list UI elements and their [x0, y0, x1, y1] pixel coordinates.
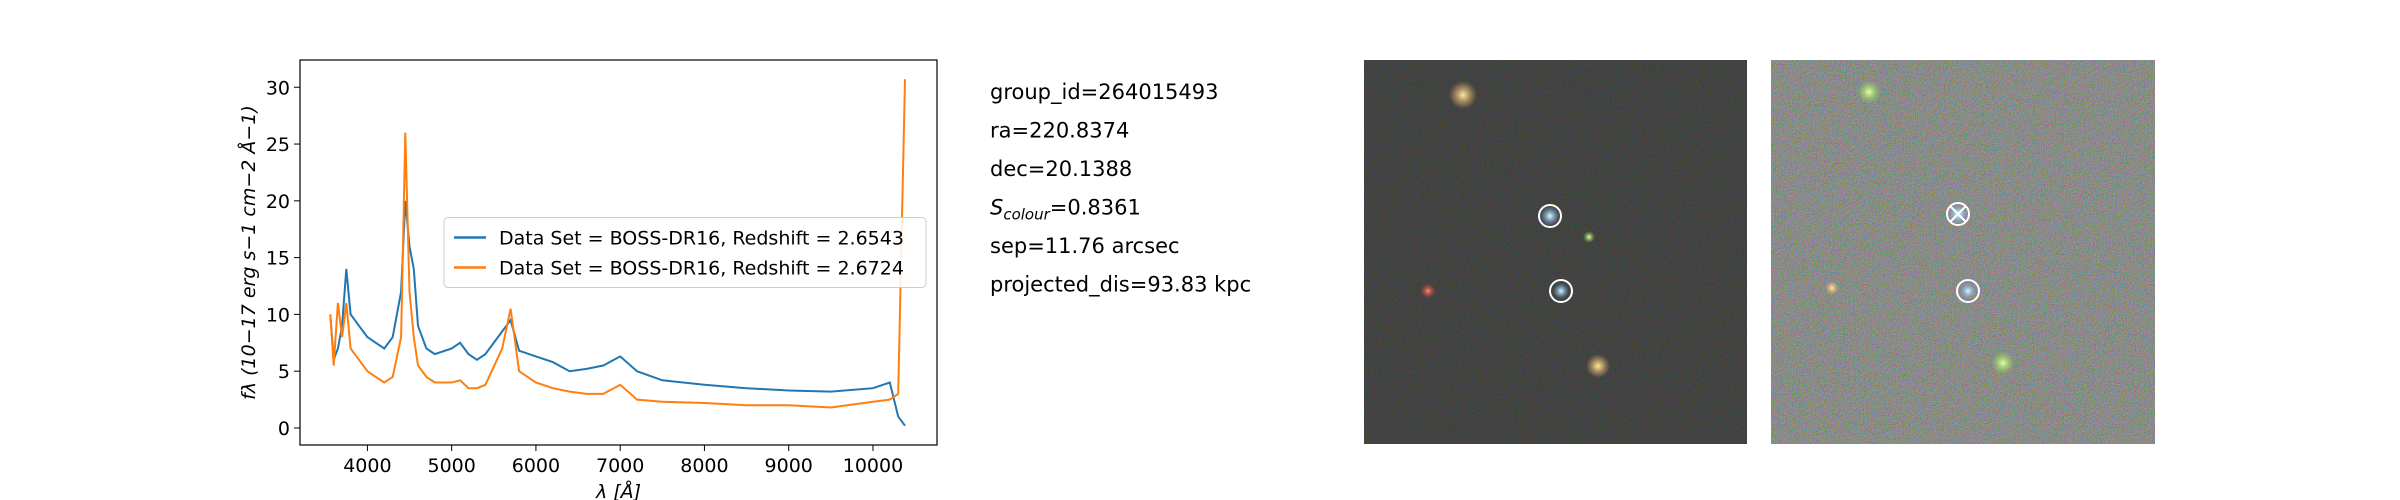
x-tick-label: 10000 [843, 455, 903, 477]
series-line [329, 200, 906, 427]
info-line: projected_dis=93.83 kpc [990, 273, 1251, 298]
image-noise [1364, 60, 1747, 444]
x-tick-label: 6000 [512, 455, 560, 477]
image-panel-2 [1771, 60, 2155, 444]
info-line: Scolour=0.8361 [990, 196, 1141, 224]
x-axis-label: λ [Å] [595, 480, 641, 500]
x-tick-label: 8000 [680, 455, 728, 477]
star [1586, 354, 1610, 378]
star [1553, 283, 1569, 299]
target-marker [1956, 279, 1980, 303]
y-tick-label: 15 [266, 248, 290, 270]
star [1991, 351, 2015, 375]
info-line: dec=20.1388 [990, 157, 1132, 181]
y-tick-label: 20 [266, 191, 290, 213]
target-marker [1538, 204, 1562, 228]
x-tick-label: 5000 [427, 455, 475, 477]
x-tick-label: 9000 [765, 455, 813, 477]
series-line [329, 79, 906, 409]
y-tick-label: 25 [266, 134, 290, 156]
x-tick-label: 7000 [596, 455, 644, 477]
legend-label: Data Set = BOSS-DR16, Redshift = 2.6724 [499, 258, 904, 280]
star [1449, 81, 1477, 109]
y-tick-label: 10 [266, 304, 290, 326]
star [1825, 281, 1839, 295]
y-tick-label: 30 [266, 77, 290, 99]
info-line: ra=220.8374 [990, 119, 1129, 143]
legend: Data Set = BOSS-DR16, Redshift = 2.6543 D… [443, 217, 927, 288]
star [1857, 80, 1881, 104]
cross-marker [1949, 205, 1967, 223]
x-tick-label: 4000 [343, 455, 391, 477]
target-marker [1946, 202, 1970, 226]
legend-label: Data Set = BOSS-DR16, Redshift = 2.6543 [499, 228, 904, 250]
y-tick-label: 5 [278, 361, 290, 383]
star [1420, 283, 1436, 299]
image-noise [1771, 60, 2155, 444]
image-panel-1 [1364, 60, 1747, 444]
star [1960, 283, 1976, 299]
legend-box [443, 217, 927, 288]
info-line: sep=11.76 arcsec [990, 234, 1180, 258]
colour-subscript: colour [1003, 206, 1050, 224]
plot-frame [299, 59, 938, 446]
y-axis-label: fλ (10−17 erg s−1 cm−2 Å−1) [237, 105, 260, 400]
colour-value: =0.8361 [1050, 196, 1141, 220]
star [1540, 206, 1560, 226]
star [1583, 231, 1595, 243]
target-marker [1549, 279, 1573, 303]
y-tick-label: 0 [278, 418, 290, 440]
info-line: group_id=264015493 [990, 80, 1219, 105]
colour-symbol: S [990, 196, 1003, 220]
